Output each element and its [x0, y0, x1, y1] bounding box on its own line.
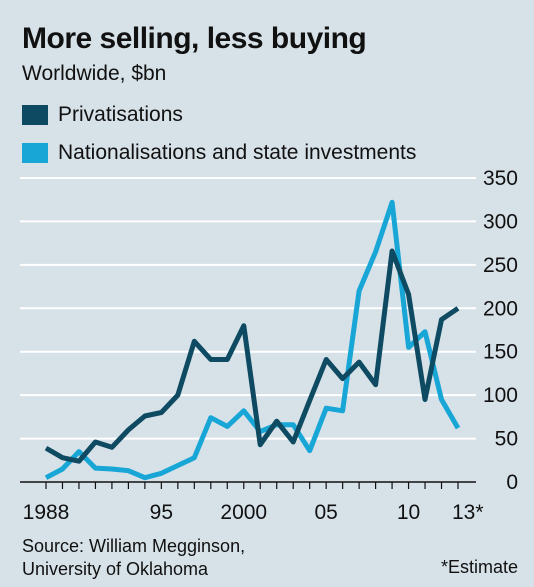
- source-note: Source: William Megginson, University of…: [22, 535, 322, 581]
- y-tick-label-300: 300: [483, 210, 518, 233]
- chart-subtitle: Worldwide, $bn: [22, 62, 167, 85]
- y-tick-label-350: 350: [483, 167, 518, 190]
- x-tick-label-2000: 2000: [220, 501, 267, 524]
- legend: Privatisations Nationalisations and stat…: [22, 96, 416, 172]
- y-tick-label-150: 150: [483, 341, 518, 364]
- x-tick-label-2010: 10: [397, 501, 420, 524]
- source-line-2: University of Oklahoma: [22, 559, 209, 579]
- legend-label-privatisations: Privatisations: [58, 103, 183, 126]
- y-tick-label-200: 200: [483, 297, 518, 320]
- chart-title: More selling, less buying: [22, 22, 367, 55]
- x-tick-label-2005: 05: [314, 501, 337, 524]
- legend-item-nationalisations: Nationalisations and state investments: [22, 134, 416, 172]
- x-tick-label-1988: 1988: [23, 501, 70, 524]
- legend-item-privatisations: Privatisations: [22, 96, 416, 134]
- source-line-1: Source: William Megginson,: [22, 536, 246, 556]
- legend-label-nationalisations: Nationalisations and state investments: [58, 141, 417, 164]
- legend-swatch-nationalisations: [22, 143, 48, 163]
- x-tick-label-1995: 95: [150, 501, 173, 524]
- y-tick-label-50: 50: [495, 428, 518, 451]
- legend-swatch-privatisations: [22, 105, 48, 125]
- series-line-privatisations: [44, 248, 460, 464]
- x-tick-label-2013: 13*: [452, 501, 484, 524]
- y-tick-label-250: 250: [483, 254, 518, 277]
- estimate-note: *Estimate: [440, 557, 518, 577]
- series-line-nationalisations: [44, 199, 461, 481]
- y-tick-label-100: 100: [483, 384, 518, 407]
- y-tick-label-0: 0: [506, 471, 518, 494]
